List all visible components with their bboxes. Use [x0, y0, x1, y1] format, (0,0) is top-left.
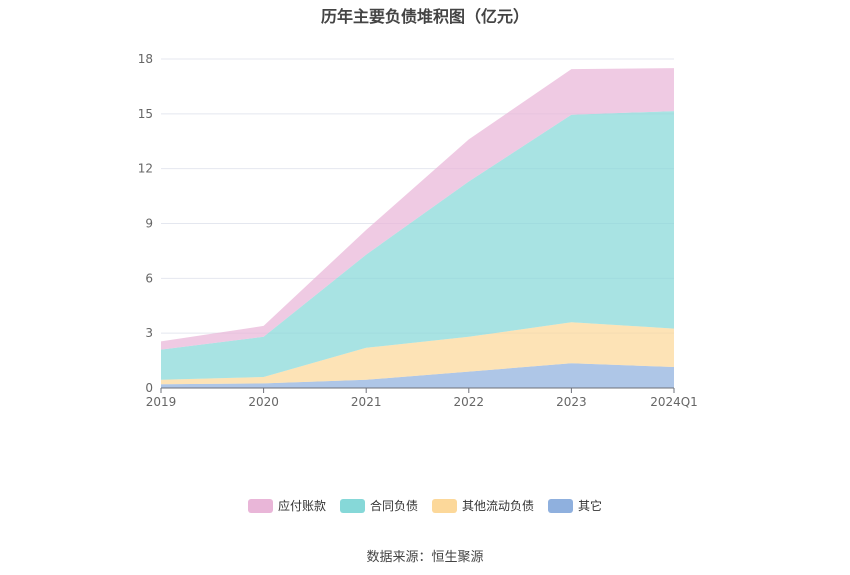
- legend-swatch: [247, 498, 273, 513]
- source-note: 数据来源：恒生聚源: [366, 550, 484, 565]
- y-tick-label: 9: [145, 217, 153, 231]
- legend: 应付账款 合同负债 其他流动负债 其它: [0, 497, 850, 514]
- y-tick-label: 0: [145, 381, 153, 395]
- y-tick-label: 15: [138, 107, 153, 121]
- legend-swatch: [548, 498, 574, 513]
- x-tick-label: 2022: [454, 395, 485, 409]
- legend-item[interactable]: 其他流动负债: [432, 497, 534, 514]
- x-tick-label: 2021: [351, 395, 382, 409]
- area-series-2: [161, 111, 674, 380]
- axes: 0 3 6 9 12 15 18 2019 2020 2021 2022 2023 2024Q1: [138, 52, 698, 409]
- x-tick-label: 2023: [556, 395, 587, 409]
- area-series-1: [161, 322, 674, 385]
- chart-title: 历年主要负债堆积图（亿元）: [320, 7, 529, 26]
- legend-label: 应付账款: [277, 499, 326, 513]
- legend-item[interactable]: 其它: [548, 497, 602, 514]
- stacked-areas: [161, 68, 674, 388]
- legend-item[interactable]: 合同负债: [339, 497, 418, 514]
- legend-item[interactable]: 应付账款: [247, 497, 326, 514]
- y-tick-label: 3: [145, 326, 153, 340]
- x-tick-label: 2019: [146, 395, 177, 409]
- legend-label: 其它: [578, 499, 603, 513]
- x-tick-label: 2020: [248, 395, 279, 409]
- legend-swatch: [339, 498, 365, 513]
- x-tick-label: 2024Q1: [650, 395, 698, 409]
- y-tick-label: 6: [145, 271, 153, 285]
- area-series-3: [161, 68, 674, 350]
- y-tick-label: 18: [138, 52, 153, 66]
- legend-label: 其他流动负债: [462, 499, 535, 513]
- area-series-0: [161, 363, 674, 388]
- legend-label: 合同负债: [369, 499, 418, 513]
- legend-swatch: [432, 498, 457, 513]
- y-tick-label: 12: [138, 162, 153, 176]
